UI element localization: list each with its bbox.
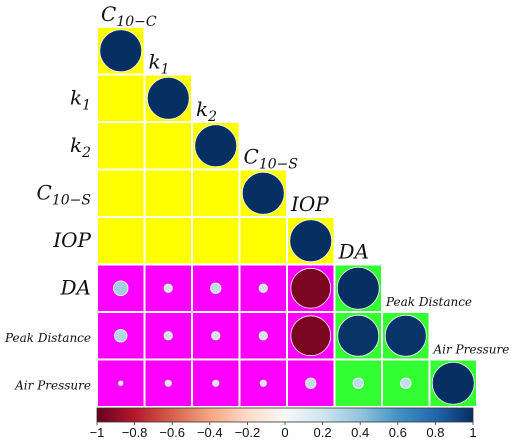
corr-circle-PD-DA (337, 314, 380, 357)
corr-circle-AP-PD (400, 377, 412, 389)
corr-circle-AP-C10C (118, 380, 124, 386)
top-label-DA: DA (338, 240, 369, 264)
corr-circle-AP-k2 (212, 379, 220, 387)
row-label-IOP: IOP (52, 228, 91, 252)
row-label-DA: DA (60, 275, 91, 299)
colorbar-gradient (96, 407, 474, 423)
colorbar-tick-label: 0.2 (314, 425, 332, 440)
corr-circle-DA-DA (336, 266, 380, 310)
colorbar-tick-label: −0.4 (197, 425, 223, 440)
corr-circle-PD-C10C (114, 329, 128, 343)
cell-IOP-C10S (240, 218, 286, 264)
row-label-k1: k1 (70, 85, 91, 113)
top-label-C10S: C10−S (244, 145, 298, 173)
corr-circle-k1-k1 (146, 76, 190, 120)
row-label-C10S: C10−S (37, 180, 91, 208)
corr-circle-AP-k1 (164, 379, 172, 387)
corr-circle-AP-C10S (259, 379, 267, 387)
colorbar-tick-label: −0.2 (235, 425, 261, 440)
colorbar-tick-label: 0.6 (389, 425, 407, 440)
row-label-AP: Air Pressure (14, 378, 91, 392)
corr-circle-DA-k1 (163, 283, 173, 293)
colorbar-tick-label: −1 (90, 425, 105, 440)
cell-IOP-C10C (98, 218, 144, 264)
corr-circle-PD-k1 (163, 331, 173, 341)
top-label-C10C: C10−C (101, 2, 157, 30)
corr-circle-AP-IOP (305, 377, 317, 389)
top-label-AP: Air Pressure (433, 343, 510, 357)
cell-k2-k1 (145, 123, 191, 169)
cell-IOP-k1 (145, 218, 191, 264)
colorbar-tick-label: 1 (469, 425, 476, 440)
cell-C10S-C10C (98, 170, 144, 216)
cell-C10S-k2 (193, 170, 239, 216)
corr-circle-PD-IOP (290, 315, 332, 357)
corr-circle-PD-PD (384, 314, 427, 357)
cell-k2-C10C (98, 123, 144, 169)
colorbar: −1 −0.8 −0.6 −0.4 −0.2 0 0.2 0.4 0.6 0.8 1 (90, 407, 477, 440)
cell-k1-C10C (98, 75, 144, 121)
corr-circle-IOP-IOP (289, 219, 333, 263)
colorbar-tick-label: −0.8 (122, 425, 148, 440)
corr-circle-AP-DA (352, 377, 364, 389)
cell-IOP-k2 (193, 218, 239, 264)
colorbar-tick-label: 0.4 (351, 425, 369, 440)
corr-circle-k2-k2 (194, 124, 238, 168)
corr-circle-C10S-C10S (241, 171, 285, 215)
corr-circle-PD-k2 (211, 331, 221, 341)
corr-circle-C10C-C10C (99, 29, 143, 73)
colorbar-tick-label: 0 (281, 425, 288, 440)
corr-circle-DA-k2 (210, 282, 222, 294)
top-label-k2: k2 (196, 97, 217, 125)
corr-circle-AP-AP (431, 361, 475, 405)
corr-circle-DA-C10S (258, 283, 268, 293)
top-label-PD: Peak Distance (385, 295, 472, 309)
variable-labels: C10−C k1 k1 k2 k2 C10−S C10−S IOP IOP DA DA Peak Di… (4, 2, 509, 392)
row-label-PD: Peak Distance (4, 331, 91, 345)
row-label-k2: k2 (70, 133, 91, 161)
heatmap-cells (98, 28, 476, 406)
colorbar-tick-label: 0.8 (426, 425, 444, 440)
corr-circle-PD-C10S (258, 331, 268, 341)
top-label-k1: k1 (149, 50, 170, 78)
colorbar-tick-label: −0.6 (159, 425, 185, 440)
cell-C10S-k1 (145, 170, 191, 216)
corr-circle-DA-IOP (290, 267, 332, 309)
top-label-IOP: IOP (290, 192, 329, 216)
corr-circle-DA-C10C (113, 280, 129, 296)
